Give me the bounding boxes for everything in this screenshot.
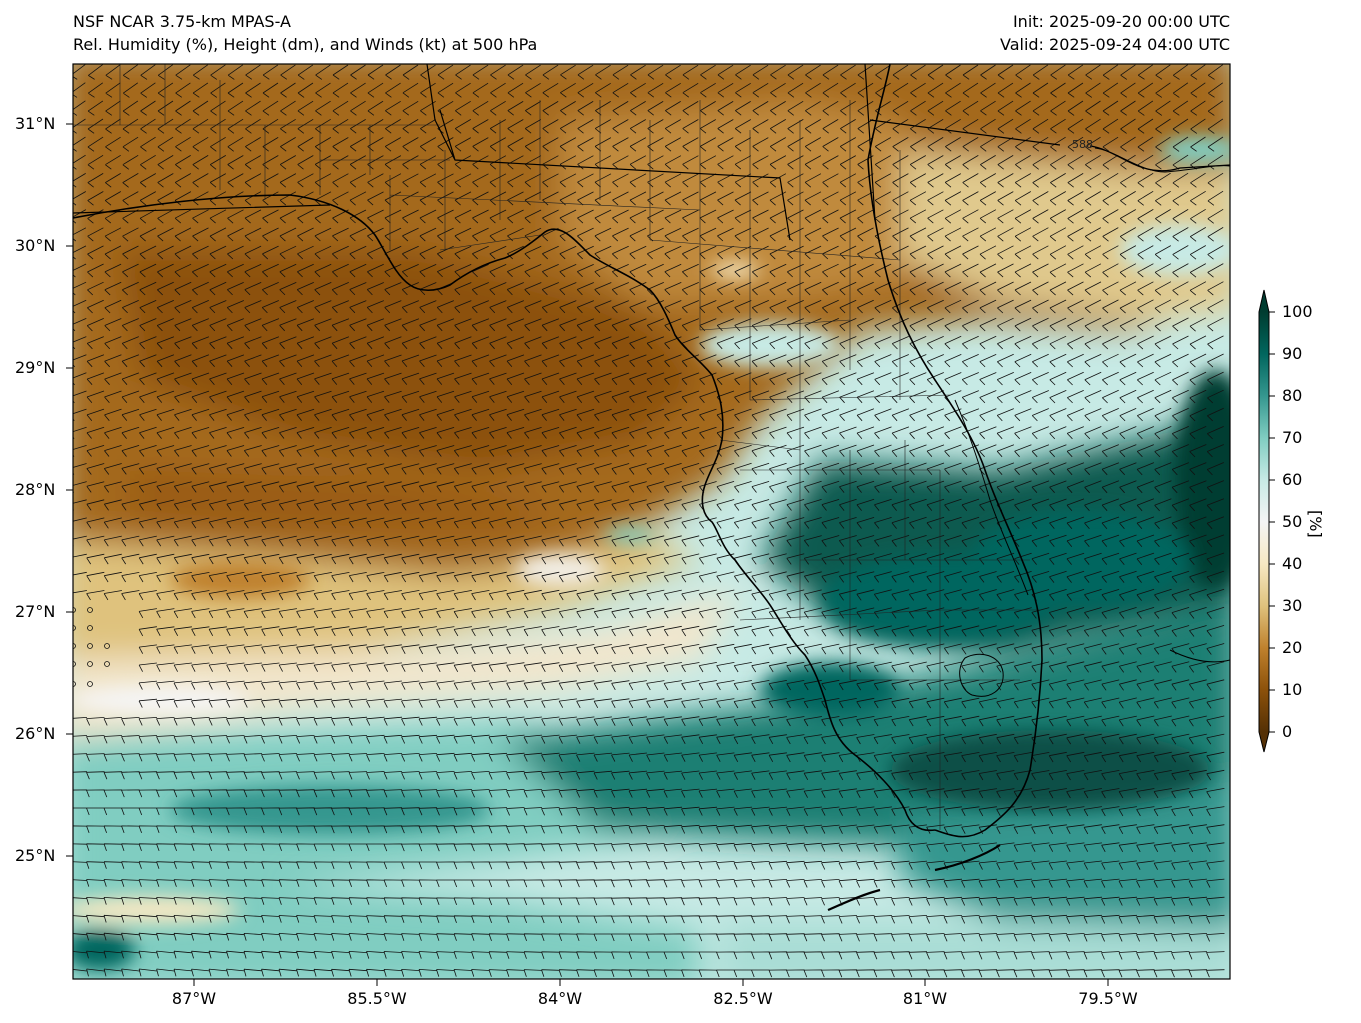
calm-wind-marker xyxy=(87,661,93,667)
lat-label: 26°N xyxy=(15,724,56,743)
colorbar-tick-label: 10 xyxy=(1282,680,1303,699)
valid-time: Valid: 2025-09-24 04:00 UTC xyxy=(999,35,1230,54)
colorbar-tick-label: 90 xyxy=(1282,344,1303,363)
colorbar-tick-label: 40 xyxy=(1282,554,1303,573)
colorbar-tick-label: 70 xyxy=(1282,428,1303,447)
init-time: Init: 2025-09-20 00:00 UTC xyxy=(1012,12,1230,31)
wind-barb-set xyxy=(73,64,1225,978)
colorbar-tick-label: 20 xyxy=(1282,638,1303,657)
calm-wind-marker xyxy=(104,643,110,649)
lon-label: 79.5°W xyxy=(1078,989,1138,1008)
lat-label: 28°N xyxy=(15,480,56,499)
map-frame xyxy=(72,63,1231,980)
calm-wind-marker xyxy=(73,681,76,687)
calm-wind-marker xyxy=(87,681,93,687)
axis-ticks xyxy=(66,123,1109,986)
county-lines xyxy=(73,64,1040,830)
calm-wind-marker xyxy=(73,643,76,649)
wind-barbs xyxy=(73,64,1225,978)
lon-label: 85.5°W xyxy=(347,989,407,1008)
colorbar xyxy=(1258,289,1275,753)
lat-label: 30°N xyxy=(15,236,56,255)
colorbar-tick-label: 80 xyxy=(1282,386,1303,405)
model-title: NSF NCAR 3.75-km MPAS-A xyxy=(73,12,291,31)
lat-label: 29°N xyxy=(15,358,56,377)
lat-label: 31°N xyxy=(15,114,56,133)
lon-label: 82.5°W xyxy=(713,989,773,1008)
colorbar-tick-label: 100 xyxy=(1282,302,1313,321)
calm-wind-marker xyxy=(87,643,93,649)
calm-wind-marker xyxy=(104,661,110,667)
calm-wind-marker xyxy=(73,661,76,667)
calm-wind-marker xyxy=(87,607,93,613)
height-contour-label: 588 xyxy=(1072,138,1093,151)
humidity-field xyxy=(73,64,1230,979)
colorbar-tick-label: 0 xyxy=(1282,722,1293,741)
lat-label: 27°N xyxy=(15,602,56,621)
lon-label: 87°W xyxy=(171,989,217,1008)
calm-wind-marker xyxy=(73,625,76,631)
geography-lines xyxy=(73,64,1230,912)
calm-wind-marker xyxy=(73,607,76,613)
lon-label: 81°W xyxy=(902,989,948,1008)
lon-label: 84°W xyxy=(537,989,583,1008)
calm-wind-marker xyxy=(87,625,93,631)
colorbar-tick-label: 60 xyxy=(1282,470,1303,489)
colorbar-unit-label: [%] xyxy=(1306,510,1325,538)
colorbar-tick-label: 30 xyxy=(1282,596,1303,615)
lat-label: 25°N xyxy=(15,846,56,865)
colorbar-tick-label: 50 xyxy=(1282,512,1303,531)
fields-subtitle: Rel. Humidity (%), Height (dm), and Wind… xyxy=(73,35,538,54)
